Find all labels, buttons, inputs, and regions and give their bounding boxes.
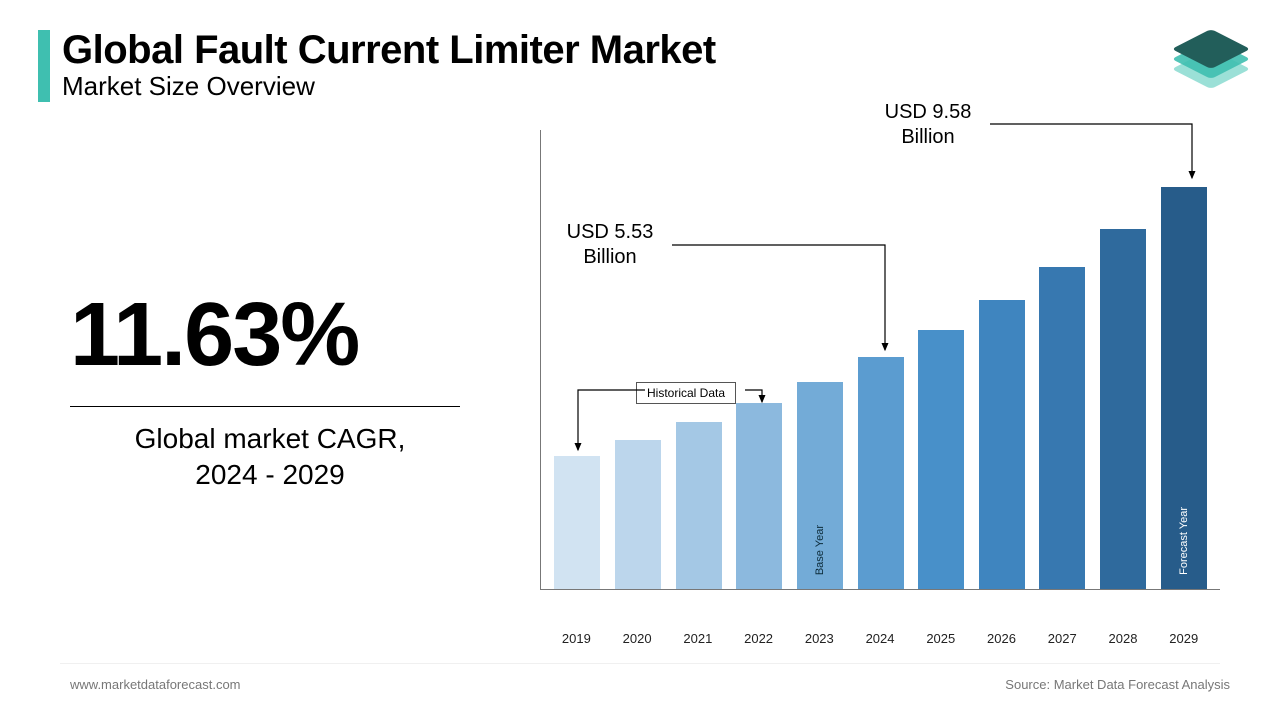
cagr-value: 11.63% <box>70 290 470 380</box>
bar-2027 <box>1032 130 1093 589</box>
x-label: 2026 <box>971 631 1032 646</box>
bar-2026 <box>971 130 1032 589</box>
callout-2029: USD 9.58 Billion <box>868 100 988 150</box>
bar-annotation: Forecast Year <box>1178 507 1190 575</box>
x-axis-labels: 2019202020212022202320242025202620272028… <box>540 631 1220 646</box>
bar-2019 <box>547 130 608 589</box>
bar-rect <box>979 300 1025 589</box>
callout-2024: USD 5.53 Billion <box>550 220 670 270</box>
x-label: 2029 <box>1153 631 1214 646</box>
bar-2021 <box>668 130 729 589</box>
page: Global Fault Current Limiter Market Mark… <box>0 0 1280 720</box>
bar-rect <box>554 456 600 589</box>
bar-rect <box>918 330 964 589</box>
bar-2024 <box>850 130 911 589</box>
x-label: 2023 <box>789 631 850 646</box>
x-label: 2020 <box>607 631 668 646</box>
footer-url: www.marketdataforecast.com <box>70 677 241 692</box>
chart-plot-area: Base Year Forecast Year <box>540 130 1220 590</box>
x-label: 2027 <box>1032 631 1093 646</box>
bar-2028 <box>1093 130 1154 589</box>
cagr-stat-block: 11.63% Global market CAGR, 2024 - 2029 <box>70 290 470 494</box>
cagr-label-line1: Global market CAGR, <box>70 421 470 457</box>
x-label: 2025 <box>910 631 971 646</box>
divider <box>70 406 460 407</box>
brand-logo <box>1180 28 1240 88</box>
bar-2029: Forecast Year <box>1153 130 1214 589</box>
x-label: 2019 <box>546 631 607 646</box>
historical-data-label: Historical Data <box>636 382 736 404</box>
bar-2023: Base Year <box>790 130 851 589</box>
callout-2024-value: USD 5.53 <box>567 221 654 243</box>
bar-annotation: Base Year <box>814 525 826 575</box>
bar-2020 <box>608 130 669 589</box>
bar-rect <box>1039 267 1085 589</box>
market-bar-chart: Base YearForecast Year 20192020202120222… <box>530 130 1230 620</box>
callout-2029-value: USD 9.58 <box>885 101 972 123</box>
footer-separator <box>60 663 1220 664</box>
footer-source: Source: Market Data Forecast Analysis <box>1005 677 1230 692</box>
x-label: 2024 <box>850 631 911 646</box>
bar-2022 <box>729 130 790 589</box>
title-block: Global Fault Current Limiter Market Mark… <box>62 28 716 102</box>
bar-rect <box>858 357 904 589</box>
x-label: 2022 <box>728 631 789 646</box>
callout-2024-unit: Billion <box>583 246 636 268</box>
x-label: 2021 <box>667 631 728 646</box>
x-label: 2028 <box>1093 631 1154 646</box>
callout-2029-unit: Billion <box>901 126 954 148</box>
bar-rect <box>1100 229 1146 589</box>
bar-rect <box>615 440 661 589</box>
bar-rect <box>736 403 782 589</box>
bars-container: Base Year Forecast Year <box>541 130 1220 589</box>
bar-rect <box>676 422 722 589</box>
bar-2025 <box>911 130 972 589</box>
title-accent-bar <box>38 30 50 102</box>
page-title: Global Fault Current Limiter Market <box>62 28 716 73</box>
cagr-label-line2: 2024 - 2029 <box>70 457 470 493</box>
page-subtitle: Market Size Overview <box>62 71 716 102</box>
